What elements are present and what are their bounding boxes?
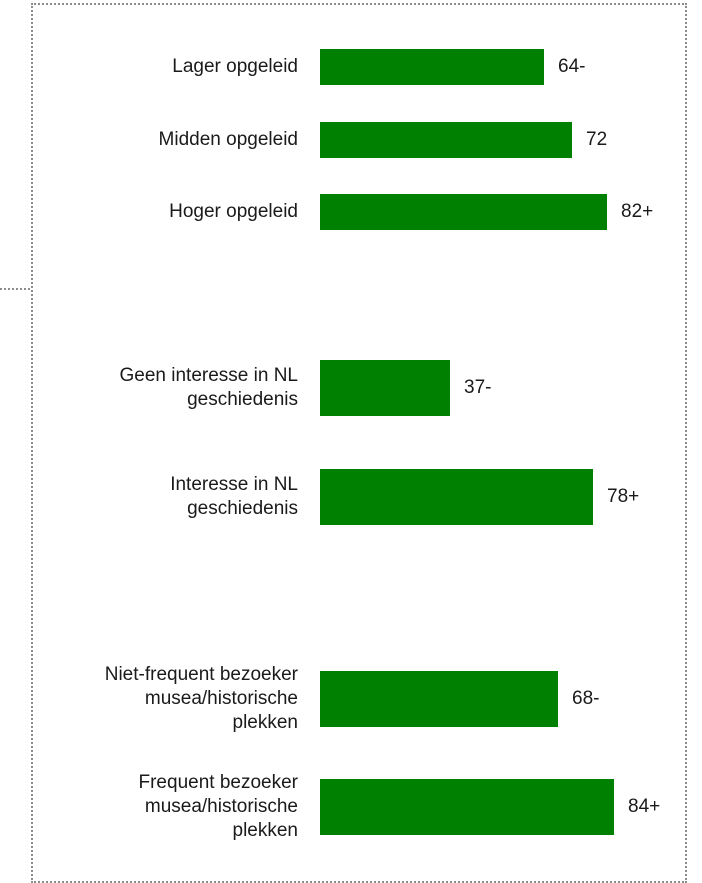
bar — [320, 779, 614, 835]
bar — [320, 360, 450, 416]
category-label: Midden opgeleid — [158, 129, 298, 150]
bar — [320, 671, 558, 727]
value-label: 37- — [464, 377, 492, 398]
category-label: Interesse in NL geschiedenis — [170, 474, 298, 519]
category-label: Hoger opgeleid — [169, 201, 298, 222]
value-label: 84+ — [628, 796, 661, 817]
bar — [320, 469, 593, 525]
value-label: 82+ — [621, 201, 654, 222]
bar — [320, 122, 572, 158]
bar — [320, 49, 544, 85]
dotted-leader-line — [0, 288, 30, 290]
category-label: Geen interesse in NL geschiedenis — [119, 365, 299, 410]
category-label: Niet-frequent bezoeker musea/historische… — [104, 664, 298, 733]
value-label: 72 — [586, 129, 608, 150]
category-label: Lager opgeleid — [172, 56, 298, 77]
value-label: 78+ — [607, 486, 640, 507]
value-label: 68- — [572, 688, 600, 709]
category-label: Frequent bezoeker musea/historische plek… — [138, 772, 299, 841]
value-label: 64- — [558, 56, 586, 77]
bar — [320, 194, 607, 230]
